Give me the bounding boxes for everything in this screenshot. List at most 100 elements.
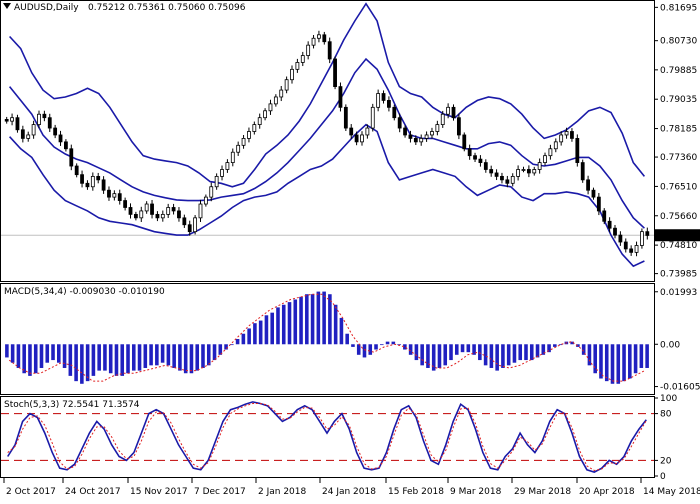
bear-candle <box>489 169 494 174</box>
bear-candle <box>354 134 359 143</box>
bear-candle <box>322 34 327 43</box>
bull-candle <box>10 117 14 122</box>
macd-histogram-bar <box>368 344 373 355</box>
macd-histogram-bar <box>397 344 401 346</box>
macd-histogram-bar <box>322 291 326 345</box>
y-tick-label: 0.74810 <box>660 241 697 251</box>
macd-histogram-bar <box>97 344 101 371</box>
bull-candle <box>440 113 445 125</box>
collapse-arrow-icon[interactable] <box>3 3 11 9</box>
macd-histogram-bar <box>230 344 234 346</box>
macd-histogram-bar <box>143 344 148 368</box>
bull-candle <box>543 155 547 163</box>
bear-candle <box>618 234 623 243</box>
y-tick-label: 0.81695 <box>660 3 697 13</box>
bear-candle <box>47 117 52 129</box>
bear-candle <box>607 220 612 229</box>
macd-histogram-bar <box>524 344 528 361</box>
macd-histogram-bar <box>512 344 517 363</box>
y-tick-label: 0.77360 <box>660 153 697 163</box>
macd-histogram-bar <box>131 344 136 371</box>
macd-histogram-bar <box>403 344 407 350</box>
macd-histogram-bar <box>114 344 119 376</box>
main-ohlc-label: 0.75212 0.75361 0.75060 0.75096 <box>88 3 246 13</box>
bear-candle <box>349 127 354 136</box>
bull-candle <box>634 245 639 253</box>
macd-layer <box>5 291 649 384</box>
bear-candle <box>483 162 488 170</box>
y-tick-label: 0.75660 <box>660 212 697 222</box>
bear-candle <box>107 189 111 198</box>
macd-histogram-bar <box>380 344 384 346</box>
y-tick-label: 100 <box>660 394 677 404</box>
bear-candle <box>451 106 456 119</box>
macd-histogram-bar <box>466 344 471 353</box>
macd-histogram-bar <box>414 344 419 361</box>
stoch-panel-frame <box>0 396 655 478</box>
macd-histogram-bar <box>374 344 378 350</box>
x-tick-label: 15 Feb 2018 <box>388 487 444 497</box>
x-tick-label: 14 May 2018 <box>643 487 700 497</box>
bull-candle <box>247 131 251 139</box>
macd-histogram-bar <box>633 344 638 374</box>
bear-candle <box>473 155 477 160</box>
macd-histogram-bar <box>281 304 286 345</box>
bear-candle <box>58 134 63 143</box>
bear-candle <box>591 189 596 198</box>
macd-histogram-bar <box>166 344 171 366</box>
macd-histogram-bar <box>206 344 211 366</box>
bear-candle <box>20 129 25 139</box>
bull-candle <box>311 37 316 46</box>
bear-candle <box>408 134 413 139</box>
bear-candle <box>381 93 386 101</box>
bear-candle <box>456 117 461 136</box>
macd-histogram-bar <box>5 344 9 358</box>
bollinger-middle-line <box>8 57 645 229</box>
bull-candle <box>548 148 553 157</box>
main-panel-frame <box>0 0 655 282</box>
bull-candle <box>419 138 424 143</box>
macd-histogram-bar <box>178 344 182 371</box>
bull-candle <box>160 213 165 219</box>
y-tick-label: 0.79035 <box>660 95 697 105</box>
y-tick-label: 0.78185 <box>660 125 697 135</box>
bull-candle <box>263 110 267 119</box>
bull-candle <box>26 134 31 139</box>
bear-candle <box>123 200 128 208</box>
bull-candle <box>268 103 273 112</box>
bull-candle <box>559 134 564 143</box>
macd-histogram-bar <box>454 344 459 355</box>
bear-candle <box>413 138 418 143</box>
bull-candle <box>112 193 117 198</box>
bear-candle <box>623 241 628 250</box>
y-tick-label: 0.01993 <box>660 288 697 298</box>
bull-candle <box>365 127 370 136</box>
macd-histogram-bar <box>449 344 453 361</box>
macd-histogram-bar <box>604 344 609 382</box>
bull-candle <box>284 79 289 91</box>
macd-histogram-bar <box>212 344 217 361</box>
macd-histogram-bar <box>558 344 563 346</box>
macd-histogram-bar <box>639 344 644 368</box>
bear-candle <box>575 138 580 163</box>
bear-candle <box>333 58 337 88</box>
macd-histogram-bar <box>333 304 338 345</box>
macd-histogram-bar <box>155 344 159 366</box>
bull-candle <box>376 93 381 108</box>
bull-candle <box>430 131 434 136</box>
bull-candle <box>220 169 224 177</box>
y-tick-label: 80 <box>660 410 672 420</box>
bear-candle <box>171 207 176 212</box>
macd-histogram-bar <box>535 344 540 358</box>
bull-candle <box>241 138 246 146</box>
macd-histogram-bar <box>224 344 228 350</box>
macd-histogram-bar <box>62 344 67 368</box>
macd-histogram-bar <box>264 315 269 345</box>
x-tick-label: 2 Oct 2017 <box>6 487 56 497</box>
macd-histogram-bar <box>478 344 482 361</box>
bear-candle <box>69 148 74 167</box>
macd-histogram-bar <box>316 291 321 345</box>
macd-histogram-bar <box>362 344 367 358</box>
